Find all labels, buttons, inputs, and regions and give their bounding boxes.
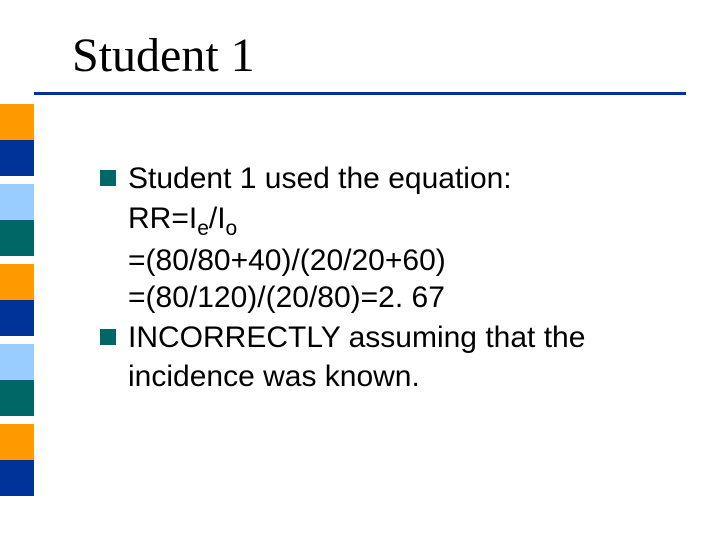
sidebar-block — [0, 336, 34, 344]
text-fragment: RR=I — [128, 202, 197, 235]
bullet-text-line: incidence was known. — [128, 358, 680, 396]
sidebar-block — [0, 256, 34, 264]
sidebar-block — [0, 300, 34, 336]
sidebar-block — [0, 460, 34, 496]
sidebar-block — [0, 344, 34, 380]
sidebar-block — [0, 264, 34, 300]
bullet-item: Student 1 used the equation: — [100, 160, 680, 198]
bullet-text-line: INCORRECTLY assuming that the — [128, 319, 585, 357]
subscript-o: o — [226, 217, 238, 240]
sidebar-block — [0, 184, 34, 220]
decorative-sidebar — [0, 104, 34, 504]
bullet-item: INCORRECTLY assuming that the — [100, 319, 680, 357]
sidebar-block — [0, 176, 34, 184]
title-underline — [34, 92, 686, 95]
sidebar-block — [0, 140, 34, 176]
bullet-square-icon — [100, 329, 116, 345]
sidebar-block — [0, 220, 34, 256]
sidebar-block — [0, 380, 34, 416]
bullet-text-line: RR=Ie/Io — [128, 200, 680, 242]
sidebar-block — [0, 104, 34, 140]
sidebar-block — [0, 424, 34, 460]
text-fragment: /I — [209, 202, 226, 235]
bullet-text-line: Student 1 used the equation: — [128, 160, 512, 198]
bullet-text-line: =(80/80+40)/(20/20+60) — [128, 242, 680, 280]
bullet-text-line: =(80/120)/(20/80)=2. 67 — [128, 279, 680, 317]
subscript-e: e — [197, 217, 209, 240]
sidebar-block — [0, 416, 34, 424]
slide-title: Student 1 — [72, 28, 255, 83]
bullet-square-icon — [100, 170, 116, 186]
slide-body: Student 1 used the equation: RR=Ie/Io =(… — [100, 160, 680, 396]
